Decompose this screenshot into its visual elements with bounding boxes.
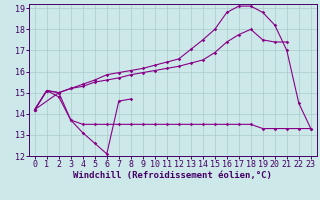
X-axis label: Windchill (Refroidissement éolien,°C): Windchill (Refroidissement éolien,°C) bbox=[73, 171, 272, 180]
